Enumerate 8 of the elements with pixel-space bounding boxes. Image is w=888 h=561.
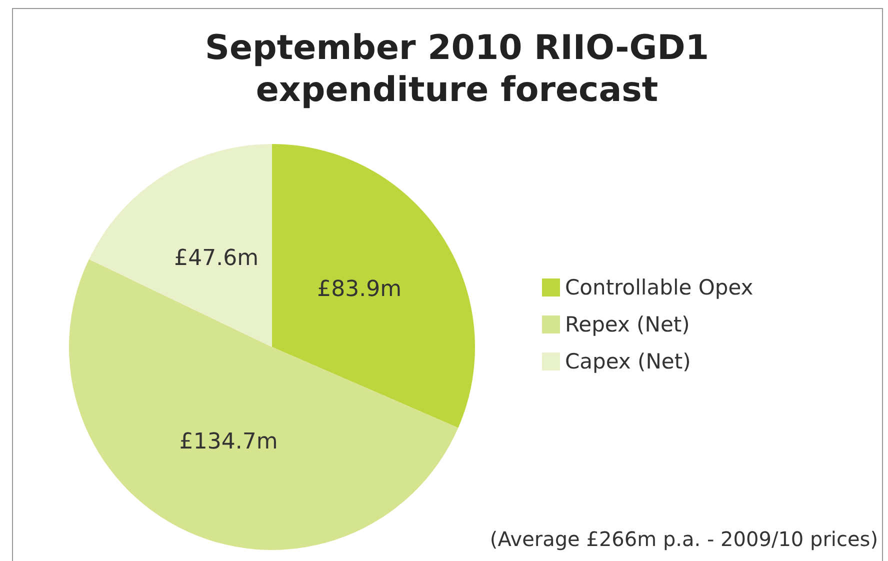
- legend-label: Capex (Net): [565, 350, 691, 374]
- data-label: £83.9m: [317, 277, 402, 302]
- text: (Average £266m p.a. - 2009/10 prices): [490, 527, 878, 551]
- legend-label: Repex (Net): [565, 312, 690, 336]
- data-label: £47.6m: [174, 246, 259, 272]
- data-label: £134.7m: [179, 430, 278, 455]
- legend-label: Controllable Opex: [565, 276, 754, 300]
- chart-title: September 2010 RIIO-GD1 expenditure forecast: [204, 28, 710, 110]
